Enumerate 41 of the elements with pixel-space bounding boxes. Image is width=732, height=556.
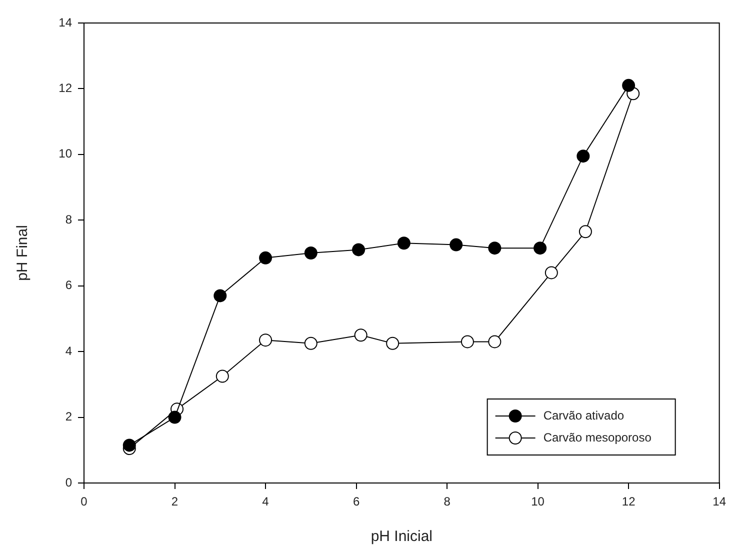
y-axis-title: pH Final (14, 225, 32, 281)
y-tick-label: 10 (58, 146, 72, 161)
y-tick-label: 6 (65, 278, 72, 292)
y-tick-label: 12 (58, 81, 72, 96)
x-tick-label: 2 (171, 494, 178, 509)
x-tick-label: 6 (352, 494, 360, 509)
y-tick-label: 14 (58, 15, 72, 30)
x-axis-title: pH Inicial (370, 528, 433, 546)
point (259, 251, 272, 264)
y-tick-label: 2 (65, 410, 72, 424)
point (122, 438, 136, 452)
point (488, 242, 502, 255)
point (354, 328, 368, 342)
x-tick-label: 4 (262, 494, 270, 509)
x-tick-label: 8 (444, 494, 451, 509)
point (460, 335, 474, 348)
point (622, 78, 636, 92)
point (450, 238, 463, 252)
point (488, 335, 502, 348)
point (544, 266, 558, 280)
y-tick-label: 0 (65, 475, 72, 490)
y-tick-label: 8 (65, 212, 72, 226)
point (216, 370, 229, 383)
point (386, 336, 400, 350)
point (168, 410, 182, 424)
x-tick-label: 12 (622, 494, 636, 509)
point (352, 243, 366, 256)
point (576, 150, 590, 163)
point (534, 242, 547, 255)
x-tick-label: 14 (712, 494, 726, 509)
x-tick-label: 0 (80, 494, 88, 509)
point (304, 336, 318, 350)
legend-label: Carvão mesoporoso (543, 430, 652, 444)
point (397, 236, 410, 250)
point (259, 334, 272, 347)
x-tick-label: 10 (531, 494, 545, 509)
legend-label: Carvão ativado (543, 408, 624, 422)
y-tick-label: 4 (65, 344, 72, 358)
point (214, 289, 227, 302)
point (578, 225, 592, 238)
point (304, 246, 318, 260)
